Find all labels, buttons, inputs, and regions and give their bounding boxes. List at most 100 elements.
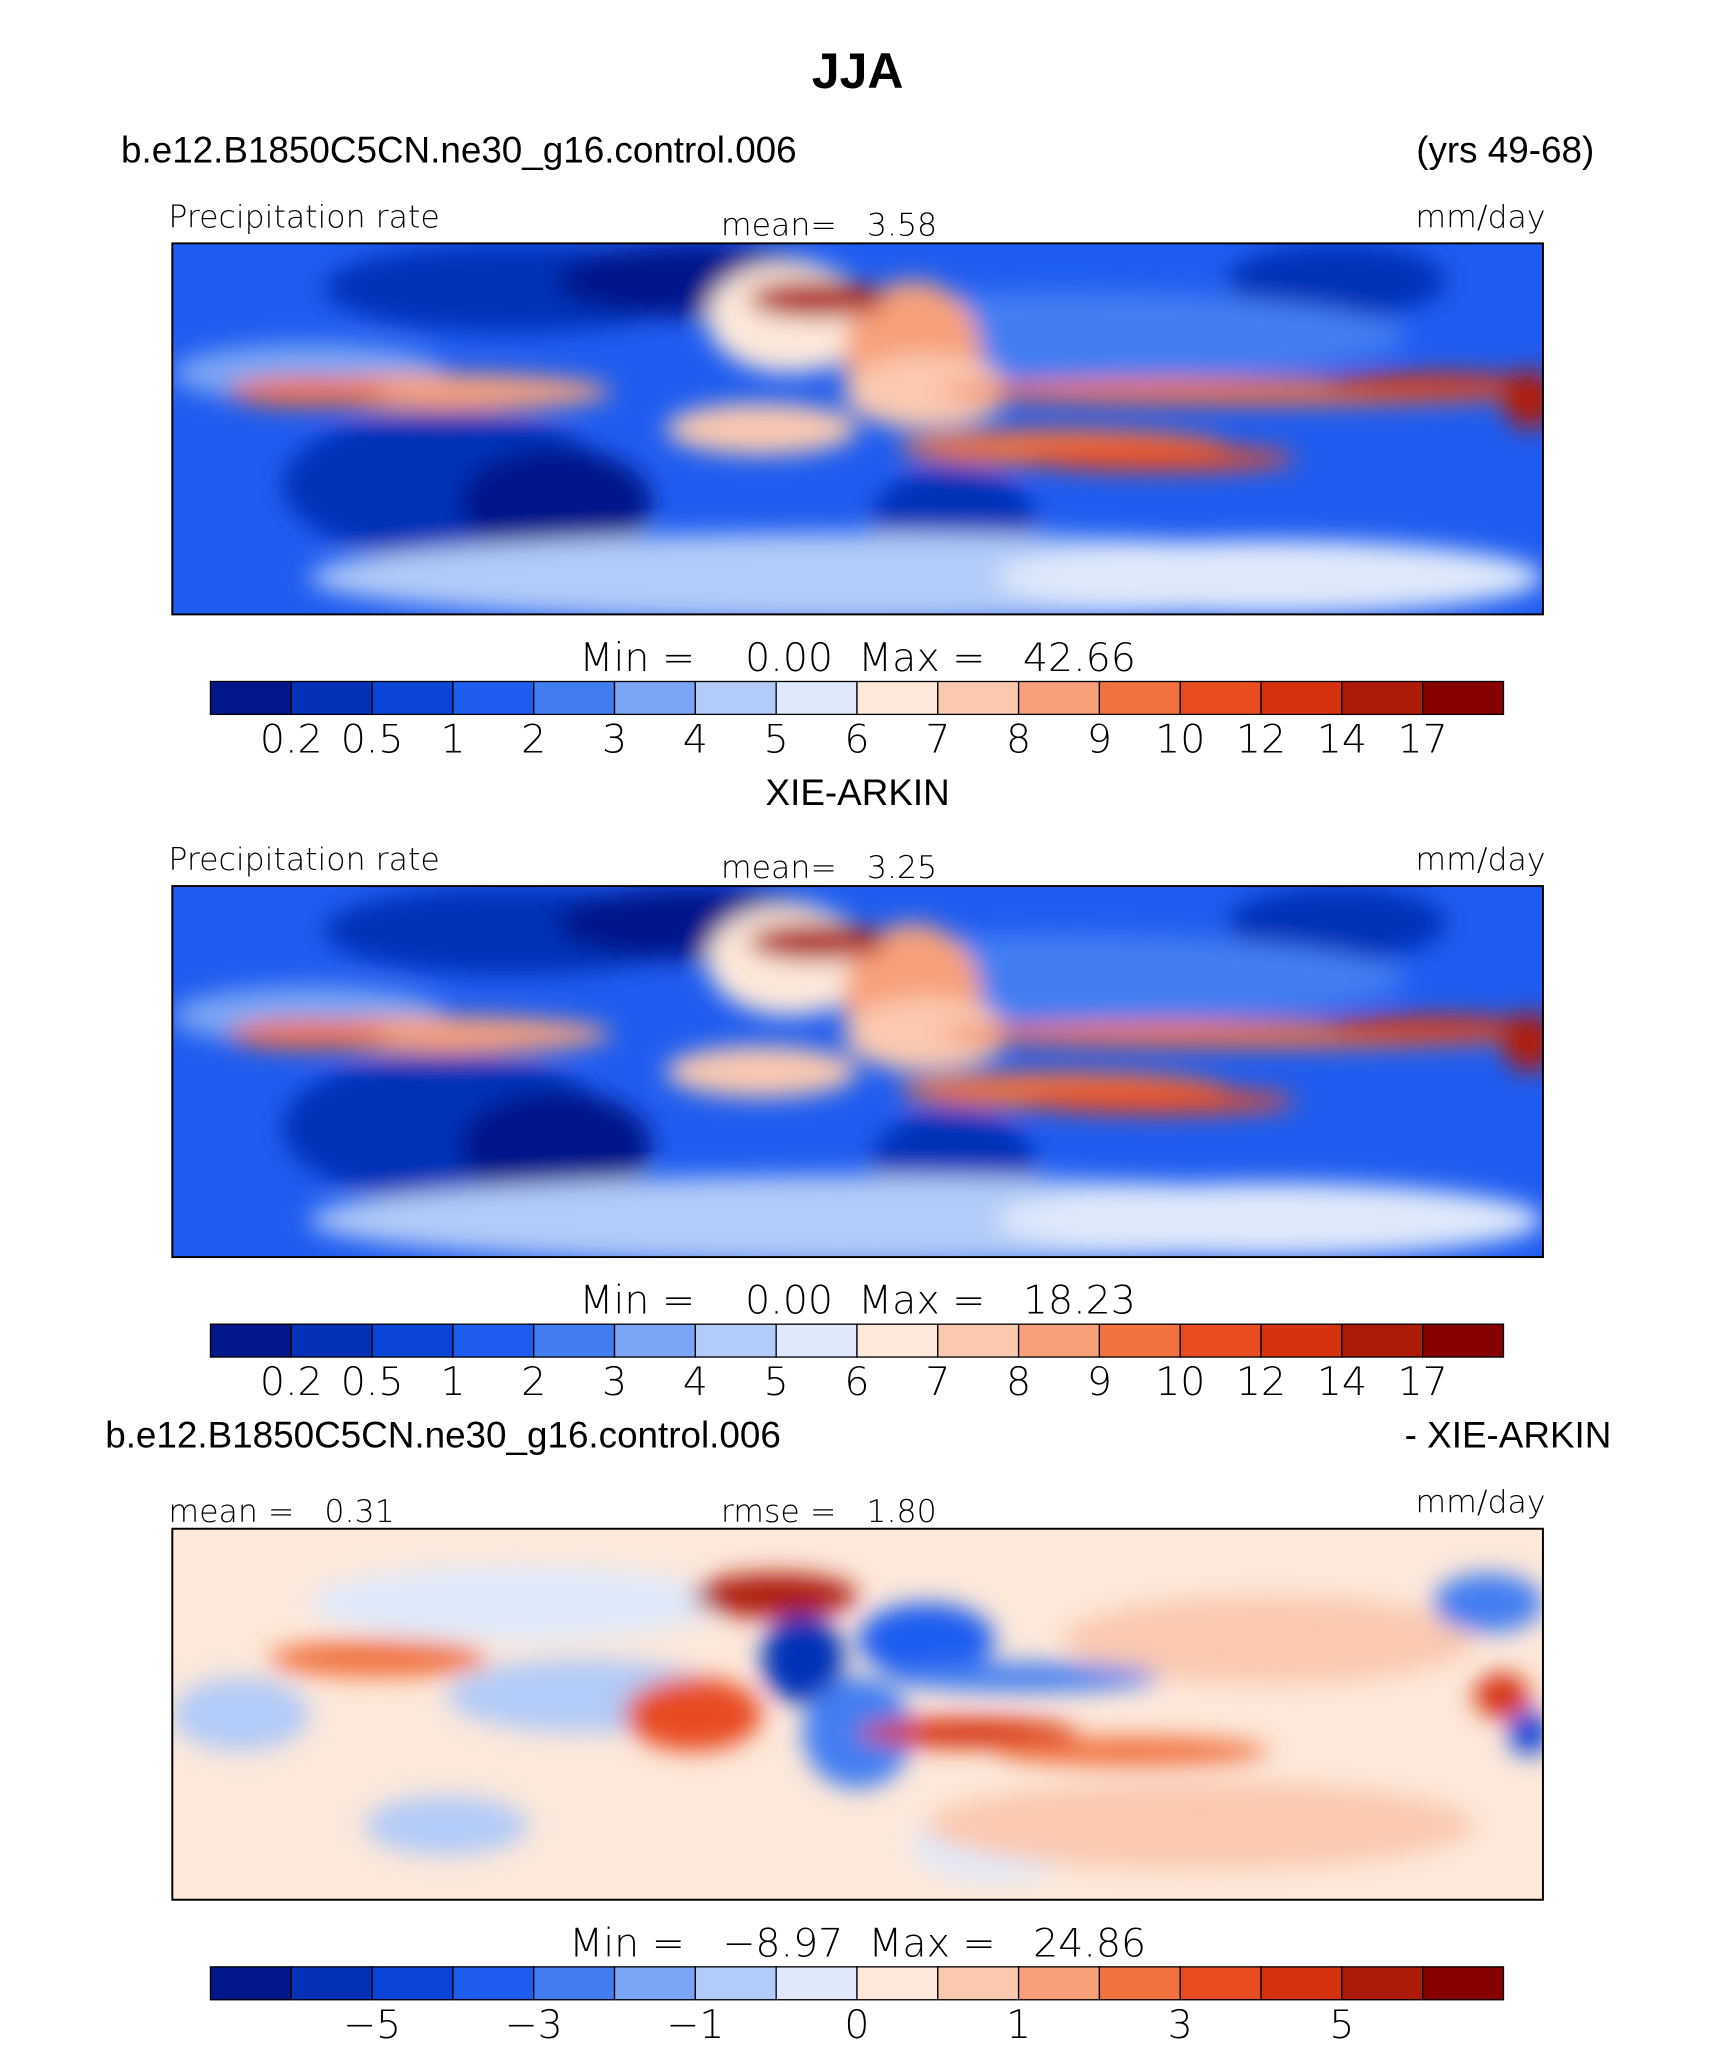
figure-title: JJA <box>812 43 904 99</box>
colorbar-box <box>1260 1323 1343 1358</box>
map-frame <box>171 885 1544 1259</box>
min-max: Min = 0.00 Max = 42.66 <box>579 635 1135 681</box>
colorbar-label: 10 <box>1155 717 1205 763</box>
colorbar-label: 0.2 <box>260 717 323 763</box>
colorbar-label: 3 <box>602 717 627 763</box>
map-blobs <box>172 243 1543 615</box>
colorbar-box <box>775 1966 858 2001</box>
field-blob <box>926 1781 1475 1871</box>
colorbar-box <box>1260 680 1343 716</box>
colorbar-box <box>371 1966 454 2001</box>
panel-stat: mean= 3.58 <box>721 207 937 243</box>
colorbar-box <box>1341 1966 1424 2001</box>
colorbar-label: 14 <box>1317 717 1367 763</box>
field-blob <box>857 1717 1077 1748</box>
panel-label: Precipitation rate <box>168 842 439 878</box>
panel: XIE-ARKIN Precipitation rate mean= 3.25 mm/… <box>168 772 1545 1405</box>
colorbar-box <box>1422 1966 1505 2001</box>
colorbar-label: 14 <box>1317 1359 1367 1405</box>
colorbar-box <box>533 1323 616 1358</box>
colorbar-box <box>452 1966 535 2001</box>
colorbar-label: 1 <box>1006 2002 1031 2048</box>
colorbar-box <box>1422 680 1505 716</box>
field-blob <box>364 1795 529 1856</box>
field-blob <box>1433 1573 1543 1633</box>
units-label: mm/day <box>1415 842 1545 878</box>
colorbar-box <box>613 1966 697 2001</box>
panel-label: Precipitation rate <box>168 199 439 235</box>
colorbar-box <box>1341 1323 1424 1358</box>
field-blob <box>885 1662 1160 1692</box>
colorbar-box <box>371 1323 454 1358</box>
panel-header: XIE-ARKIN <box>766 772 950 813</box>
colorbar-box <box>1017 1966 1101 2001</box>
colorbar-label: 2 <box>521 1359 546 1405</box>
map-field <box>172 1528 1543 1900</box>
colorbar-box <box>694 680 777 716</box>
colorbar-box <box>1179 1323 1262 1358</box>
field-blob <box>857 1602 995 1678</box>
field-blob <box>268 1640 488 1678</box>
colorbar-label: 4 <box>683 717 708 763</box>
panel-header: b.e12.B1850C5CN.ne30_g16.control.006 <box>121 129 797 170</box>
colorbar-label: 1 <box>440 1359 465 1405</box>
colorbar-label: −1 <box>666 2002 724 2048</box>
panel-stat: rmse = 1.80 <box>721 1494 937 1530</box>
colorbar-label: 8 <box>1006 1359 1031 1405</box>
colorbar-label: −5 <box>343 2002 401 2048</box>
field-blob <box>747 280 886 318</box>
field-blob <box>460 1090 653 1202</box>
colorbar-box <box>533 680 616 716</box>
field-blob <box>460 447 653 559</box>
units-label: mm/day <box>1415 199 1545 235</box>
map-blobs <box>172 886 1543 1258</box>
colorbar-label: 1 <box>440 717 465 763</box>
field-blob <box>1474 1673 1530 1718</box>
colorbar-box <box>1341 680 1424 716</box>
colorbar-label: 0.2 <box>260 1359 323 1405</box>
colorbar-box <box>1098 680 1181 716</box>
field-blob <box>994 1182 1543 1258</box>
colorbar-label: 3 <box>1168 2002 1193 2048</box>
colorbar-box <box>1260 1966 1343 2001</box>
field-blob <box>1227 886 1448 961</box>
field-blob <box>1501 369 1543 429</box>
field-blob <box>693 1573 858 1618</box>
field-blob <box>843 997 1009 1072</box>
colorbar-box <box>775 680 858 716</box>
field-blob <box>1022 1088 1297 1115</box>
colorbar-box <box>856 1323 939 1358</box>
field-blob <box>624 1677 762 1752</box>
colorbar-label: 2 <box>521 717 546 763</box>
colorbar-box <box>209 1323 292 1358</box>
colorbar-label: 6 <box>844 717 869 763</box>
min-max: Min = 0.00 Max = 18.23 <box>579 1278 1135 1324</box>
field-blob <box>747 923 886 961</box>
colorbar-label: −3 <box>505 2002 563 2048</box>
field-blob <box>227 1019 392 1050</box>
colorbar-label: 9 <box>1087 1359 1112 1405</box>
colorbar-label: 5 <box>764 1359 789 1405</box>
field-blob <box>994 540 1543 615</box>
colorbar-label: 5 <box>1329 2002 1354 2048</box>
field-blob <box>1501 1012 1543 1072</box>
colorbar-label: 3 <box>602 1359 627 1405</box>
colorbar-box <box>371 680 454 716</box>
field-blob <box>1508 1710 1543 1756</box>
panel-label: mean = 0.31 <box>168 1494 394 1530</box>
map-field <box>172 243 1543 615</box>
colorbar-label: 10 <box>1155 1359 1205 1405</box>
colorbar-label: 8 <box>1006 717 1031 763</box>
colorbar-box <box>694 1323 777 1358</box>
map-field <box>172 886 1543 1258</box>
colorbar-box <box>613 1323 697 1358</box>
colorbar-label: 9 <box>1087 717 1112 763</box>
colorbar-box <box>937 680 1020 716</box>
colorbar-box <box>209 680 292 716</box>
colorbar-box <box>613 680 697 716</box>
field-blob <box>1323 1015 1543 1039</box>
colorbar-box <box>290 1966 373 2001</box>
panel-header: - XIE-ARKIN <box>1405 1415 1612 1456</box>
